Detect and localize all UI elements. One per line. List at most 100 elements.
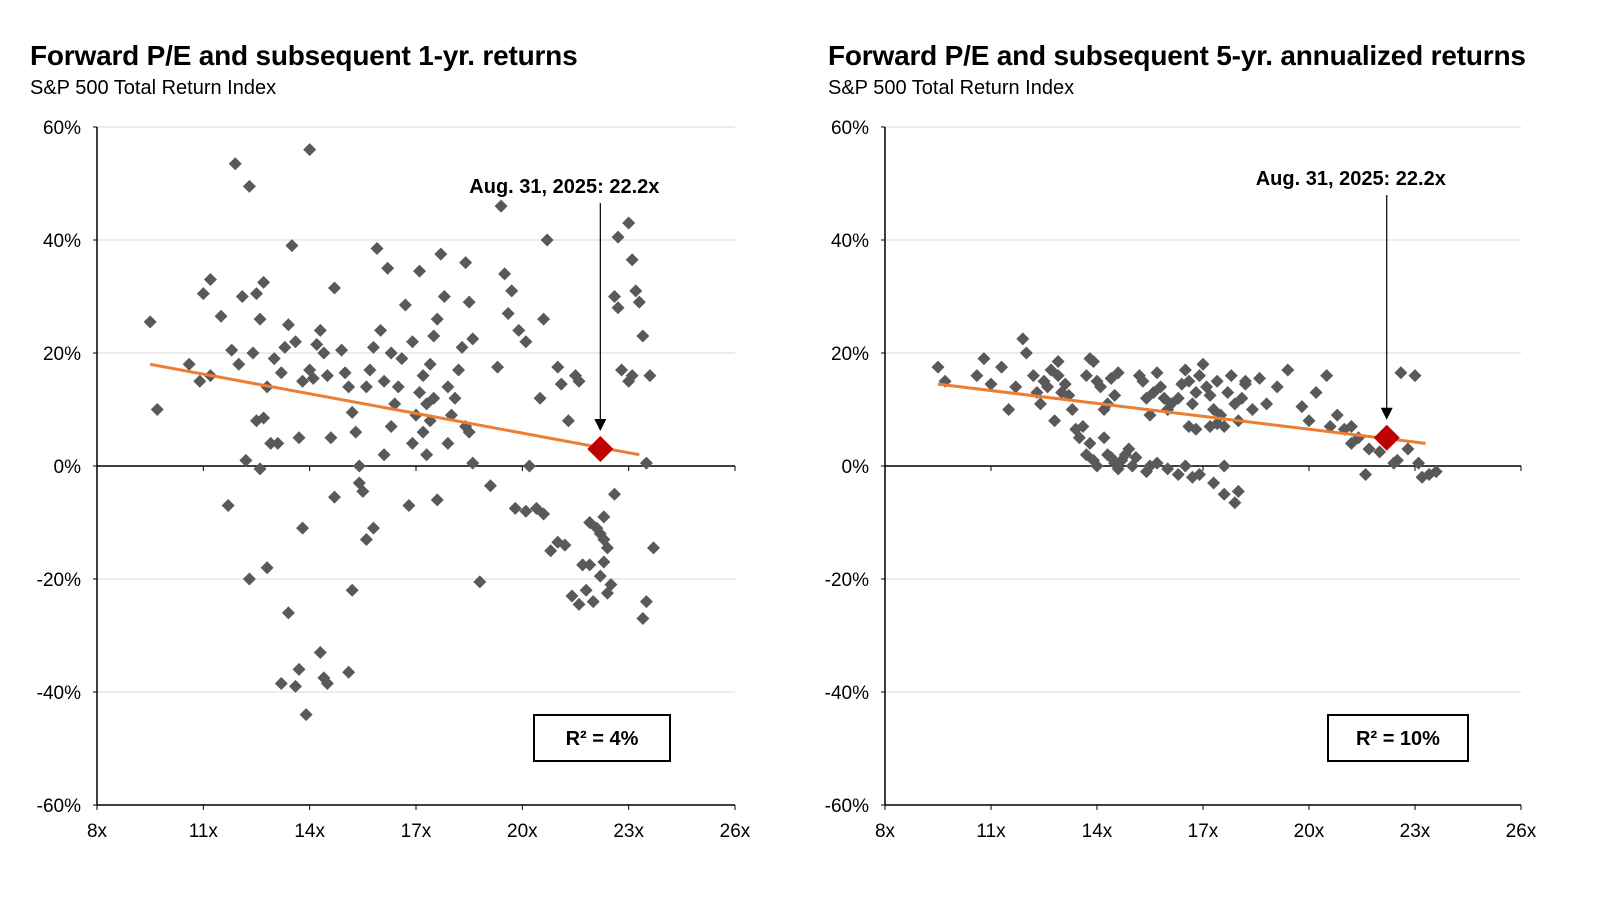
- data-point: [370, 241, 384, 255]
- data-point: [1245, 403, 1259, 416]
- data-point: [1129, 451, 1143, 465]
- data-point: [420, 397, 434, 411]
- data-point: [1079, 369, 1093, 383]
- data-point: [395, 352, 409, 366]
- data-point: [600, 541, 614, 555]
- data-point: [1260, 397, 1274, 411]
- data-point: [1224, 369, 1238, 383]
- data-point: [632, 295, 646, 309]
- data-point: [430, 312, 444, 326]
- data-point: [274, 677, 288, 691]
- data-point: [544, 544, 558, 558]
- chart-subtitle: S&P 500 Total Return Index: [30, 77, 277, 99]
- y-tick-label: 20%: [43, 344, 81, 365]
- data-point: [296, 374, 310, 388]
- data-point: [593, 569, 607, 583]
- data-point: [1228, 397, 1242, 411]
- data-point: [505, 284, 519, 298]
- data-point: [427, 329, 441, 343]
- data-point: [413, 264, 427, 278]
- data-point: [540, 233, 554, 247]
- chart-panel-5yr: Forward P/E and subsequent 5-yr. annuali…: [800, 0, 1600, 900]
- data-point: [413, 386, 427, 400]
- data-point: [1362, 442, 1376, 456]
- data-point: [1171, 391, 1185, 405]
- data-point: [342, 665, 356, 679]
- data-point: [1309, 386, 1323, 400]
- data-point: [1154, 380, 1168, 394]
- data-point: [214, 309, 228, 323]
- data-point: [1041, 380, 1055, 394]
- data-point: [1408, 369, 1422, 383]
- data-point: [377, 374, 391, 388]
- r-squared-box: [533, 714, 671, 762]
- scatter-chart-5yr: -60% -40% -20% 0% 20% 40% 60% 8x 11x 14x 17x 20x 23x…: [825, 118, 1537, 842]
- data-point: [1161, 462, 1175, 476]
- annotation-label: Aug. 31, 2025: 22.2x: [1256, 168, 1446, 190]
- data-point: [1055, 386, 1069, 400]
- data-point: [1203, 388, 1217, 402]
- data-point: [551, 360, 565, 374]
- data-point: [572, 597, 586, 611]
- data-point: [466, 456, 480, 470]
- data-point: [629, 284, 643, 298]
- chart-title: Forward P/E and subsequent 1-yr. returns: [30, 40, 578, 71]
- data-point: [1196, 357, 1210, 371]
- data-point: [398, 298, 412, 312]
- data-point: [1019, 346, 1033, 360]
- data-point: [288, 335, 302, 349]
- data-point: [561, 414, 575, 428]
- data-point: [420, 448, 434, 462]
- data-point: [317, 346, 331, 360]
- data-point: [271, 436, 285, 450]
- r-squared-label: R² = 10%: [1356, 728, 1440, 750]
- data-point: [1069, 422, 1083, 436]
- data-point: [416, 369, 430, 383]
- data-point: [639, 456, 653, 470]
- gridlines: [885, 126, 1521, 693]
- data-point: [342, 380, 356, 394]
- data-point: [1051, 354, 1065, 368]
- data-point: [1320, 369, 1334, 383]
- data-point: [1217, 459, 1231, 473]
- data-point: [607, 290, 621, 303]
- data-point: [349, 425, 363, 439]
- r-squared-box: [1327, 714, 1469, 762]
- data-point: [1094, 380, 1108, 394]
- data-point: [356, 484, 370, 498]
- chart-panel-1yr: Forward P/E and subsequent 1-yr. returns…: [30, 40, 751, 842]
- data-point: [335, 343, 349, 357]
- data-point: [313, 323, 327, 337]
- data-point: [622, 216, 636, 230]
- data-point: [1097, 431, 1111, 445]
- x-tick-label: 23x: [613, 821, 644, 842]
- data-point: [1359, 467, 1373, 481]
- data-point: [466, 332, 480, 346]
- trend-line: [149, 362, 640, 457]
- data-point: [483, 479, 497, 493]
- data-point: [264, 436, 278, 450]
- data-points: [143, 143, 660, 722]
- data-points: [931, 332, 1443, 510]
- data-point: [274, 366, 288, 380]
- data-point: [459, 256, 473, 270]
- data-point: [586, 595, 600, 609]
- data-point: [622, 374, 636, 388]
- data-point: [1079, 448, 1093, 462]
- data-point: [306, 371, 320, 385]
- data-point: [607, 487, 621, 501]
- x-tick-label: 20x: [507, 821, 538, 842]
- data-point: [292, 431, 306, 445]
- data-point: [1394, 366, 1408, 380]
- data-point: [285, 239, 299, 253]
- data-point: [327, 490, 341, 504]
- y-tick-label: 60%: [43, 118, 81, 139]
- data-point: [260, 561, 274, 575]
- data-point: [1175, 377, 1189, 391]
- data-point: [416, 425, 430, 439]
- x-tick-label: 11x: [976, 821, 1006, 842]
- data-point: [246, 346, 260, 360]
- data-point: [508, 501, 522, 515]
- data-point: [388, 397, 402, 411]
- y-tick-label: -40%: [37, 683, 81, 704]
